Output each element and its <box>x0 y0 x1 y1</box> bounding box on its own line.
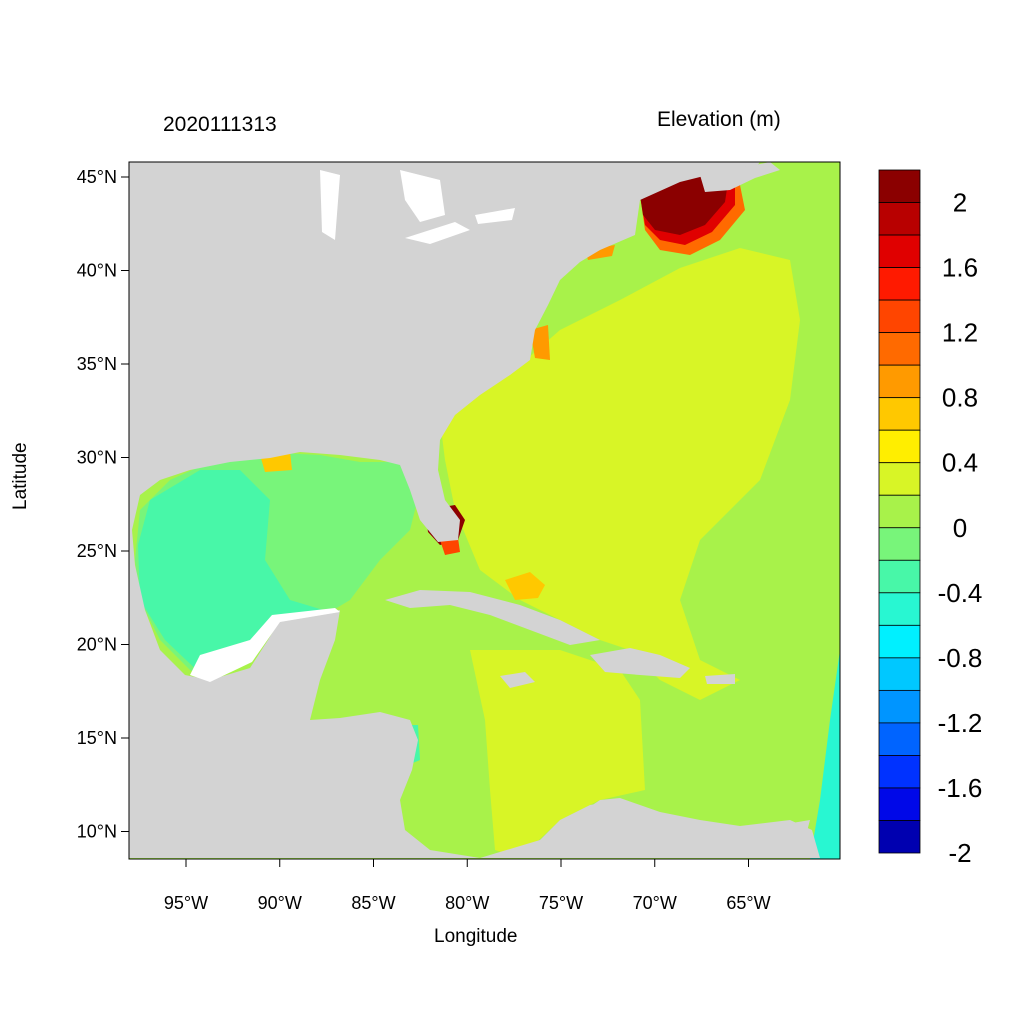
colorbar-swatch <box>878 299 921 334</box>
lake-huron <box>400 170 445 222</box>
y-tick-label: 10°N <box>77 822 117 842</box>
x-axis-ticks: 95°W 90°W 85°W 80°W 75°W 70°W 65°W <box>164 859 771 913</box>
x-tick-label: 90°W <box>258 893 302 913</box>
land-south-america <box>480 798 820 858</box>
land-puerto-rico <box>705 674 735 684</box>
florida-keys-surge <box>440 538 460 555</box>
gulf-western-negative-region <box>138 470 330 678</box>
colorbar-swatch <box>878 559 921 594</box>
chesapeake-surge <box>530 325 550 360</box>
colorbar-swatch <box>878 755 921 789</box>
y-tick-label: 15°N <box>77 728 117 748</box>
colorbar-swatch <box>878 364 921 399</box>
eastern-caribbean-negative-region <box>810 650 840 859</box>
colorbar-swatch <box>878 592 921 626</box>
y-tick-label: 45°N <box>77 167 117 187</box>
colorbar-label: 1.2 <box>942 318 978 348</box>
lake-michigan <box>320 170 340 240</box>
colorbar-swatch <box>878 624 921 659</box>
y-tick-label: 30°N <box>77 448 117 468</box>
map-frame <box>128 161 841 860</box>
y-axis-label: Latitude <box>10 442 31 510</box>
colorbar-swatch <box>878 722 921 756</box>
colorbar-label: 0.8 <box>942 383 978 413</box>
plot-variable-label: Elevation (m) <box>657 108 781 131</box>
bahamas-surge <box>505 572 545 600</box>
colorbar-label: 1.6 <box>942 253 978 283</box>
lake-ontario <box>475 208 515 224</box>
colorbar-label: -0.8 <box>938 643 983 673</box>
colorbar-label: 0 <box>953 513 967 543</box>
map-area <box>129 162 840 859</box>
colorbar-swatch <box>878 657 921 691</box>
colorbar-swatch <box>878 169 921 203</box>
colorbar-swatch <box>878 202 921 236</box>
colorbar-label: -2 <box>948 838 971 868</box>
colorbar-swatch <box>878 787 921 821</box>
land-north-central-america <box>129 162 810 858</box>
colorbar-label: -1.2 <box>938 708 983 738</box>
colorbar-label: 2 <box>953 188 967 218</box>
y-tick-label: 40°N <box>77 261 117 281</box>
x-tick-label: 85°W <box>351 893 395 913</box>
y-tick-label: 20°N <box>77 635 117 655</box>
caribbean-positive-region <box>470 650 645 858</box>
colorbar-swatch <box>878 462 921 496</box>
x-tick-label: 70°W <box>633 893 677 913</box>
y-axis-ticks: 45°N 40°N 35°N 30°N 25°N 20°N 15°N 10°N <box>77 167 129 842</box>
colorbar-swatch <box>878 494 921 529</box>
plot-time-label: 2020111313 <box>163 113 277 136</box>
colorbar-swatch <box>878 397 921 431</box>
x-tick-label: 75°W <box>539 893 583 913</box>
land-cuba <box>385 590 600 645</box>
colorbar-label: -0.4 <box>938 578 983 608</box>
colorbar-swatch <box>878 429 921 464</box>
colorbar-swatch <box>878 267 921 301</box>
x-tick-label: 80°W <box>445 893 489 913</box>
mexico-coast-outline <box>190 608 340 682</box>
x-axis-label: Longitude <box>434 926 518 947</box>
colorbar-swatch <box>878 527 921 561</box>
land-jamaica <box>500 672 535 688</box>
colorbar: 2 1.6 1.2 0.8 0.4 0 -0.4 -0.8 -1.2 -1.6 -2 <box>878 169 983 868</box>
land-nova-scotia <box>700 162 780 192</box>
colorbar-swatch <box>878 820 921 854</box>
colorbar-swatch <box>878 689 921 724</box>
y-tick-label: 35°N <box>77 354 117 374</box>
x-tick-label: 95°W <box>164 893 208 913</box>
colorbar-swatch <box>878 234 921 268</box>
colorbar-swatch <box>878 332 921 366</box>
lake-erie <box>405 222 470 244</box>
colorbar-label: -1.6 <box>938 773 983 803</box>
colorbar-label: 0.4 <box>942 448 978 478</box>
land-hispaniola <box>590 648 690 678</box>
x-tick-label: 65°W <box>726 893 770 913</box>
y-tick-label: 25°N <box>77 541 117 561</box>
